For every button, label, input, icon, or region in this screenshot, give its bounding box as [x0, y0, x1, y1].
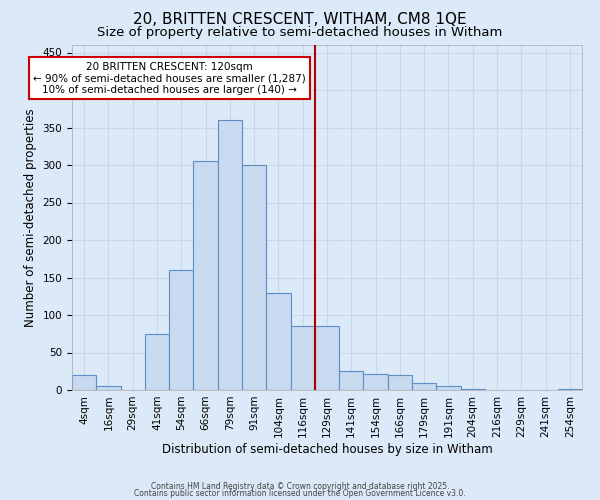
Bar: [218, 120, 242, 390]
Bar: [461, 388, 485, 390]
Bar: [242, 165, 266, 390]
Bar: [558, 388, 582, 390]
Text: Contains public sector information licensed under the Open Government Licence v3: Contains public sector information licen…: [134, 488, 466, 498]
Text: 20 BRITTEN CRESCENT: 120sqm
← 90% of semi-detached houses are smaller (1,287)
10: 20 BRITTEN CRESCENT: 120sqm ← 90% of sem…: [33, 62, 305, 94]
Text: Contains HM Land Registry data © Crown copyright and database right 2025.: Contains HM Land Registry data © Crown c…: [151, 482, 449, 491]
Bar: [72, 375, 96, 390]
Bar: [412, 382, 436, 390]
Bar: [169, 270, 193, 390]
Text: Size of property relative to semi-detached houses in Witham: Size of property relative to semi-detach…: [97, 26, 503, 39]
Bar: [266, 292, 290, 390]
Y-axis label: Number of semi-detached properties: Number of semi-detached properties: [24, 108, 37, 327]
Bar: [193, 161, 218, 390]
Bar: [315, 326, 339, 390]
Bar: [436, 386, 461, 390]
X-axis label: Distribution of semi-detached houses by size in Witham: Distribution of semi-detached houses by …: [161, 442, 493, 456]
Bar: [290, 326, 315, 390]
Text: 20, BRITTEN CRESCENT, WITHAM, CM8 1QE: 20, BRITTEN CRESCENT, WITHAM, CM8 1QE: [133, 12, 467, 28]
Bar: [339, 371, 364, 390]
Bar: [145, 334, 169, 390]
Bar: [96, 386, 121, 390]
Bar: [388, 375, 412, 390]
Bar: [364, 374, 388, 390]
